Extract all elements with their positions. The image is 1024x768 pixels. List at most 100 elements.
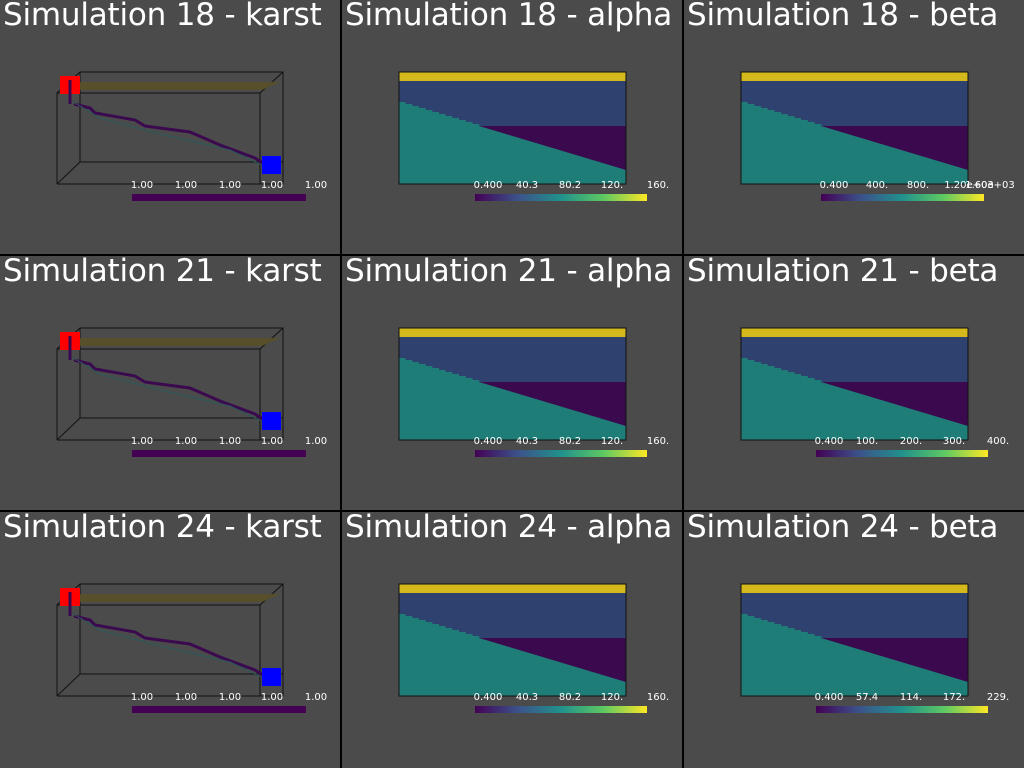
- layer-wedge: [479, 382, 626, 426]
- colorbar-tick-label: 1.00: [260, 180, 284, 191]
- panel-title: Simulation 18 - karst: [3, 0, 322, 33]
- outlet-marker: [262, 156, 281, 174]
- panel-field: Simulation 24 - alpha 0.400 40.3 80.2 120. 16…: [342, 512, 682, 768]
- colorbar-tick-label: 1.00: [174, 180, 198, 191]
- panel-title: Simulation 21 - beta: [687, 256, 999, 289]
- panel-title: Simulation 21 - karst: [3, 256, 322, 289]
- layer-lower: [741, 614, 968, 696]
- layer-lower: [741, 358, 968, 440]
- colorbar-tick-label: 1.00: [304, 436, 328, 447]
- colorbar: [132, 706, 306, 713]
- colorbar: [816, 706, 988, 713]
- panel-field: Simulation 21 - beta 0.400 100. 200. 300. 400…: [684, 256, 1024, 510]
- surface-layer: [73, 338, 280, 346]
- layer-wedge: [821, 126, 968, 170]
- layer-top: [399, 328, 626, 337]
- colorbar-tick-label: 0.400: [473, 436, 503, 447]
- layer-lower: [399, 614, 626, 696]
- colorbar-tick-label: 0.400: [819, 180, 849, 191]
- colorbar-tick-label: 80.2: [558, 436, 582, 447]
- panel-title: Simulation 24 - karst: [3, 512, 322, 545]
- colorbar-tick-label: 1.00: [218, 692, 242, 703]
- layer-wedge: [821, 382, 968, 426]
- colorbar-tick-label: 0.400: [473, 692, 503, 703]
- colorbar-tick-label: 400.: [986, 436, 1010, 447]
- colorbar-tick-label: 160.: [646, 692, 670, 703]
- layer-wedge: [479, 126, 626, 170]
- colorbar-tick-label: 120.: [600, 436, 624, 447]
- layer-wedge: [479, 638, 626, 682]
- render-view: [56, 71, 306, 201]
- render-view: [740, 583, 988, 713]
- colorbar-tick-label: 80.2: [558, 180, 582, 191]
- colorbar: [132, 450, 306, 457]
- colorbar-tick-label: 1.00: [174, 436, 198, 447]
- render-view: [740, 71, 984, 201]
- panel-title: Simulation 18 - alpha: [345, 0, 673, 33]
- layer-top: [399, 72, 626, 81]
- colorbar: [475, 450, 647, 457]
- panel-karst: Simulation 18 - karst 1.00 1.00 1.00 1.00 1.0…: [0, 0, 340, 254]
- render-view: [56, 327, 306, 457]
- colorbar-tick-label: 300.: [942, 436, 966, 447]
- colorbar-tick-label: 40.3: [515, 692, 539, 703]
- colorbar-tick-label: 0.400: [473, 180, 503, 191]
- panel-field: Simulation 21 - alpha 0.400 40.3 80.2 120. 16…: [342, 256, 682, 510]
- colorbar-tick-label: 1.00: [174, 692, 198, 703]
- colorbar-tick-label: 40.3: [515, 436, 539, 447]
- colorbar-tick-label: 0.400: [814, 436, 844, 447]
- colorbar-tick-label: 100.: [855, 436, 879, 447]
- render-view: [740, 327, 988, 457]
- colorbar-tick-label: 200.: [899, 436, 923, 447]
- colorbar-tick-label: 1.60e+03: [965, 180, 1015, 191]
- panel-field: Simulation 18 - beta 0.400 400. 800. 1.20e+0…: [684, 0, 1024, 254]
- colorbar-tick-label: 1.00: [304, 692, 328, 703]
- colorbar-tick-label: 172.: [942, 692, 966, 703]
- render-view: [398, 583, 647, 713]
- colorbar-tick-label: 1.20e+03: [944, 180, 994, 191]
- colorbar-tick-label: 1.00: [130, 692, 154, 703]
- panel-field: Simulation 24 - beta 0.400 57.4 114. 172. 229…: [684, 512, 1024, 768]
- colorbar-tick-label: 229.: [986, 692, 1010, 703]
- colorbar-tick-label: 57.4: [855, 692, 879, 703]
- layer-lower: [399, 358, 626, 440]
- colorbar: [475, 706, 647, 713]
- layer-lower: [741, 102, 968, 184]
- layer-top: [399, 584, 626, 593]
- render-view: [398, 327, 647, 457]
- layer-top: [741, 72, 968, 81]
- colorbar-tick-label: 40.3: [515, 180, 539, 191]
- panel-field: Simulation 18 - alpha 0.400 40.3 80.2 120. 16…: [342, 0, 682, 254]
- colorbar-tick-label: 1.00: [130, 180, 154, 191]
- colorbar: [475, 194, 647, 201]
- colorbar-tick-label: 120.: [600, 692, 624, 703]
- render-view: [398, 71, 647, 201]
- outlet-marker: [262, 412, 281, 430]
- colorbar-tick-label: 800.: [906, 180, 930, 191]
- colorbar-tick-label: 400.: [865, 180, 889, 191]
- colorbar-tick-label: 0.400: [814, 692, 844, 703]
- panel-karst: Simulation 21 - karst 1.00 1.00 1.00 1.00 1.0…: [0, 256, 340, 510]
- colorbar-tick-label: 1.00: [304, 180, 328, 191]
- colorbar-tick-label: 80.2: [558, 692, 582, 703]
- colorbar: [821, 194, 984, 201]
- panel-title: Simulation 21 - alpha: [345, 256, 673, 289]
- colorbar-tick-label: 1.00: [130, 436, 154, 447]
- colorbar-tick-label: 1.00: [260, 692, 284, 703]
- outlet-marker: [262, 668, 281, 686]
- surface-layer: [73, 594, 280, 602]
- layer-wedge: [821, 638, 968, 682]
- layer-top: [741, 584, 968, 593]
- layer-lower: [399, 102, 626, 184]
- panel-title: Simulation 24 - alpha: [345, 512, 673, 545]
- colorbar-tick-label: 120.: [600, 180, 624, 191]
- panel-title: Simulation 24 - beta: [687, 512, 999, 545]
- colorbar-tick-label: 160.: [646, 436, 670, 447]
- layer-top: [741, 328, 968, 337]
- panel-title: Simulation 18 - beta: [687, 0, 999, 33]
- render-view: [56, 583, 306, 713]
- colorbar-tick-label: 1.00: [218, 436, 242, 447]
- colorbar-tick-label: 114.: [899, 692, 923, 703]
- surface-layer: [73, 82, 280, 90]
